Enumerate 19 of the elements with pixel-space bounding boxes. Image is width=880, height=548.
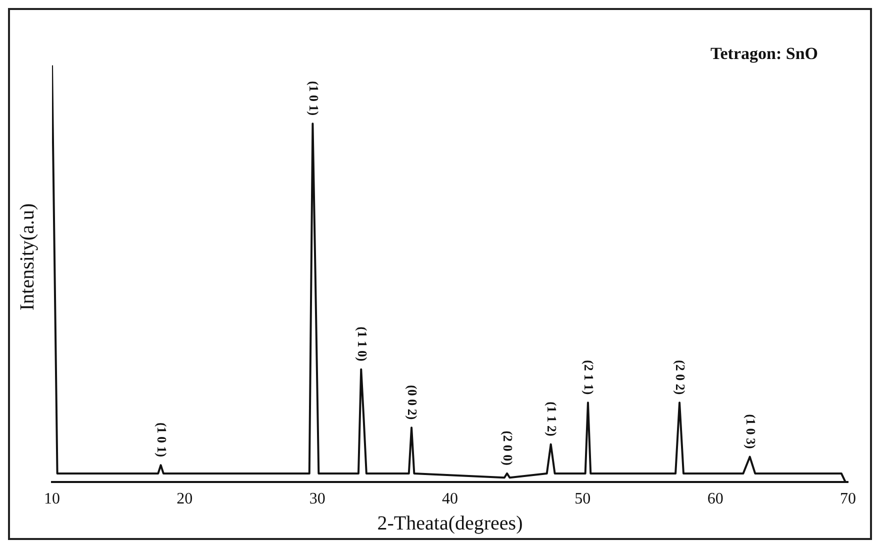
x-tick-label: 20 (176, 490, 193, 508)
annotation: (2 0 0) (500, 430, 516, 466)
x-tick-label: 60 (707, 490, 724, 508)
annotation: (1 0 1) (306, 80, 322, 116)
x-tick-label: 10 (44, 490, 60, 508)
annotation: (1 1 0) (354, 326, 370, 362)
annotation: (2 1 1) (582, 360, 597, 395)
annotation: (1 0 1) (154, 422, 170, 458)
x-axis-title: 2-Theata(degrees) (377, 512, 523, 534)
text: Tetragon: SnO (710, 44, 818, 63)
annotation: (1 0 3) (743, 414, 758, 449)
x-tick-label: 30 (309, 490, 326, 508)
x-tick-label: 50 (574, 490, 591, 508)
annotation: (2 0 2) (673, 360, 688, 395)
annotation: (1 1 2) (544, 402, 560, 436)
annotation: (0 0 2) (405, 384, 420, 420)
x-tick-label: 40 (442, 490, 458, 508)
x-tick-label: 70 (840, 490, 856, 508)
y-axis-title: Intensity(a.u) (16, 203, 38, 310)
